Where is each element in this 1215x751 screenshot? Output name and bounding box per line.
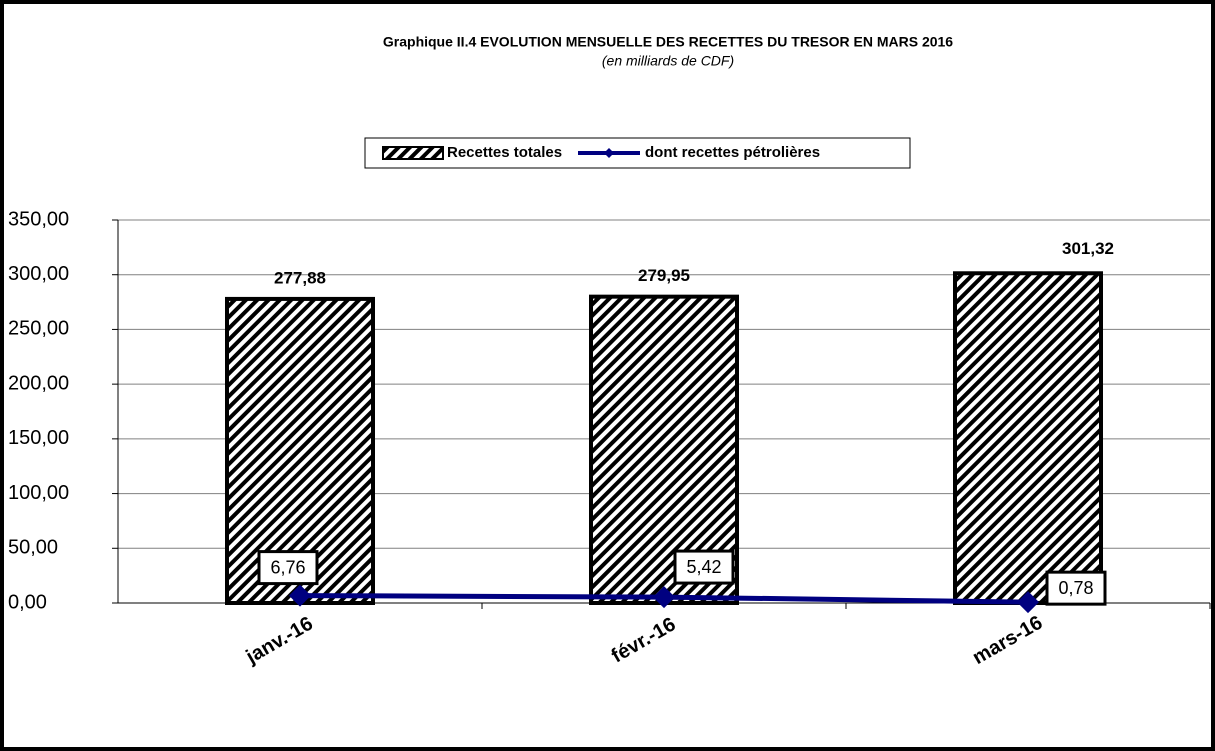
line-label-box [1045,570,1107,606]
y-tick-label: 300,00 [8,263,69,285]
legend-marker [604,148,614,158]
bar-value-label: 277,88 [274,268,326,287]
bar-value-label: 279,95 [638,266,690,285]
y-tick-label: 150,00 [8,427,69,449]
y-tick-label: 100,00 [8,482,69,504]
line-marker [1017,591,1039,614]
line-value-label: 5,42 [686,557,721,577]
y-tick-label: 350,00 [8,208,69,230]
chart-subtitle: (en milliards de CDF) [602,53,734,69]
bar [953,271,1103,605]
line-value-label: 6,76 [270,557,305,577]
y-tick-label: 250,00 [8,318,69,340]
legend-label: Recettes totales [447,144,562,161]
line-marker [653,586,675,609]
y-tick-label: 50,00 [8,537,58,559]
line-marker [289,584,311,607]
line-value-label: 0,78 [1058,578,1093,598]
y-tick-label: 200,00 [8,372,69,394]
legend-swatch [382,146,444,160]
y-tick-label: 0,00 [8,591,47,613]
bar-value-label: 301,32 [1062,239,1114,258]
chart-title: Graphique II.4 EVOLUTION MENSUELLE DES R… [383,34,953,50]
line-label-box [257,550,319,586]
legend-label: dont recettes pétrolières [645,144,820,161]
line-label-box [673,549,735,585]
